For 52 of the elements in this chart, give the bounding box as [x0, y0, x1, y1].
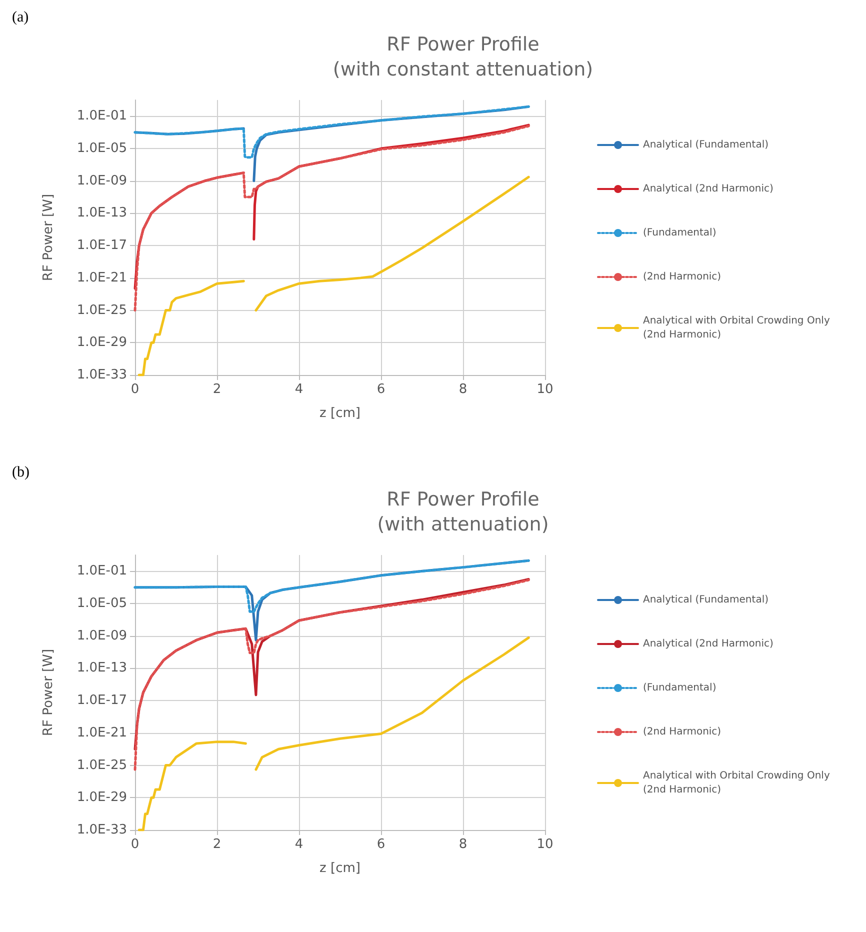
- line-series: [134, 105, 530, 159]
- legend-label: Analytical (2nd Harmonic): [643, 184, 774, 194]
- y-tick-label: 1.0E-01: [76, 564, 127, 579]
- x-tick-label: 4: [294, 382, 304, 397]
- legend-label: Analytical with Orbital Crowding Only (2nd Harmonic): [643, 316, 834, 340]
- y-tick-label: 1.0E-17: [76, 238, 127, 254]
- legend-label: Analytical (2nd Harmonic): [643, 638, 774, 650]
- text: (b): [12, 464, 30, 480]
- x-tick-label: 0: [130, 837, 140, 852]
- x-tick-label: 4: [294, 837, 304, 852]
- chart-title: RF Power Profile: [386, 488, 540, 510]
- legend-label: (Fundamental): [643, 228, 716, 238]
- y-tick-label: 1.0E-33: [76, 368, 127, 382]
- y-tick-label: 1.0E-05: [76, 141, 127, 156]
- y-tick-label: 1.0E-13: [76, 206, 127, 221]
- y-tick-label: 1.0E-25: [76, 302, 127, 318]
- y-tick-label: 1.0E-13: [76, 660, 127, 676]
- x-tick-label: 8: [458, 382, 468, 397]
- y-tick-label: 1.0E-17: [76, 693, 127, 708]
- line-series: [134, 559, 530, 613]
- x-tick-label: 2: [212, 382, 222, 397]
- x-tick-label: 10: [536, 382, 554, 397]
- chart-subtitle: (with constant attenuation): [332, 58, 594, 80]
- chart-title: RF Power Profile: [386, 34, 540, 56]
- y-tick-label: 1.0E-25: [76, 758, 127, 773]
- y-tick-label: 1.0E-21: [76, 270, 127, 286]
- legend-label: (Fundamental): [643, 682, 716, 694]
- y-tick-label: 1.0E-09: [76, 628, 127, 644]
- x-tick-label: 10: [536, 837, 554, 852]
- legend-label: (2nd Harmonic): [643, 272, 722, 282]
- x-tick-label: 2: [212, 837, 222, 852]
- y-axis-title: RF Power [W]: [41, 194, 56, 282]
- x-tick-label: 8: [458, 837, 468, 852]
- x-axis-title: z [cm]: [320, 861, 360, 876]
- text: (a): [12, 10, 29, 26]
- y-tick-label: 1.0E-29: [76, 335, 127, 350]
- x-tick-label: 0: [130, 382, 140, 397]
- y-tick-label: 1.0E-05: [76, 596, 127, 612]
- y-tick-label: 1.0E-21: [76, 725, 127, 740]
- legend-label: Analytical (Fundamental): [643, 140, 769, 150]
- y-tick-label: 1.0E-29: [76, 790, 127, 806]
- chart-subtitle: (with attenuation): [377, 514, 549, 536]
- legend-label: (2nd Harmonic): [643, 726, 722, 738]
- y-axis-title: RF Power [W]: [41, 648, 56, 736]
- y-tick-label: 1.0E-01: [76, 108, 127, 124]
- x-axis-title: z [cm]: [320, 406, 360, 421]
- y-tick-label: 1.0E-09: [76, 173, 127, 188]
- x-tick-label: 6: [376, 837, 386, 852]
- x-tick-label: 6: [376, 382, 386, 397]
- legend-label: Analytical (Fundamental): [643, 594, 769, 606]
- legend-label: Analytical with Orbital Crowding Only (2nd Harmonic): [643, 770, 834, 796]
- y-tick-label: 1.0E-33: [76, 822, 127, 838]
